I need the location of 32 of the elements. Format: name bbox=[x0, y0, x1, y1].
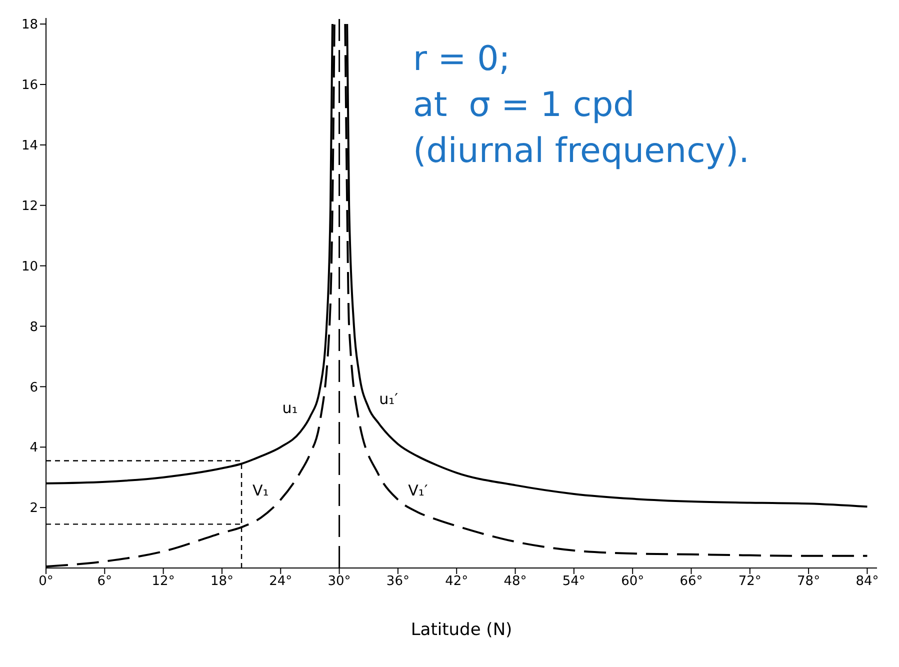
annotation: r = 0; bbox=[413, 38, 512, 81]
x-tick-label: 78° bbox=[797, 574, 820, 590]
x-tick-label: 48° bbox=[504, 574, 527, 590]
x-tick-label: 72° bbox=[738, 574, 762, 590]
x-tick-label: 24° bbox=[269, 574, 292, 590]
y-tick-label: 16 bbox=[21, 78, 38, 94]
x-tick-label: 18° bbox=[210, 574, 234, 590]
x-tick-label: 36° bbox=[386, 574, 410, 590]
x-tick-label: 60° bbox=[621, 574, 644, 590]
x-tick-label: 0° bbox=[38, 574, 54, 590]
y-tick-label: 6 bbox=[30, 380, 38, 396]
series-label: V₁′ bbox=[408, 482, 428, 500]
y-tick-label: 14 bbox=[21, 138, 38, 154]
x-axis-title: Latitude (N) bbox=[410, 620, 514, 640]
series-label: V₁ bbox=[252, 482, 269, 500]
x-tick-label: 42° bbox=[445, 574, 468, 590]
y-tick-label: 10 bbox=[21, 259, 38, 274]
x-tick-label: 6° bbox=[97, 574, 112, 590]
y-tick-label: 8 bbox=[30, 320, 38, 335]
x-tick-label: 84° bbox=[856, 574, 879, 590]
series-label: u₁ bbox=[282, 398, 298, 417]
y-tick-label: 12 bbox=[21, 198, 38, 214]
y-tick-label: 4 bbox=[30, 440, 38, 456]
y-tick-label: 2 bbox=[30, 501, 38, 516]
annotation: (diurnal frequency). bbox=[413, 130, 750, 173]
x-tick-label: 66° bbox=[680, 574, 703, 590]
y-tick-label: 18 bbox=[21, 18, 38, 33]
series-label: u₁′ bbox=[379, 390, 399, 408]
x-tick-label: 54° bbox=[562, 574, 586, 590]
annotation: at σ = 1 cpd bbox=[413, 84, 636, 127]
x-tick-label: 12° bbox=[152, 574, 175, 590]
x-tick-label: 30° bbox=[328, 574, 351, 590]
